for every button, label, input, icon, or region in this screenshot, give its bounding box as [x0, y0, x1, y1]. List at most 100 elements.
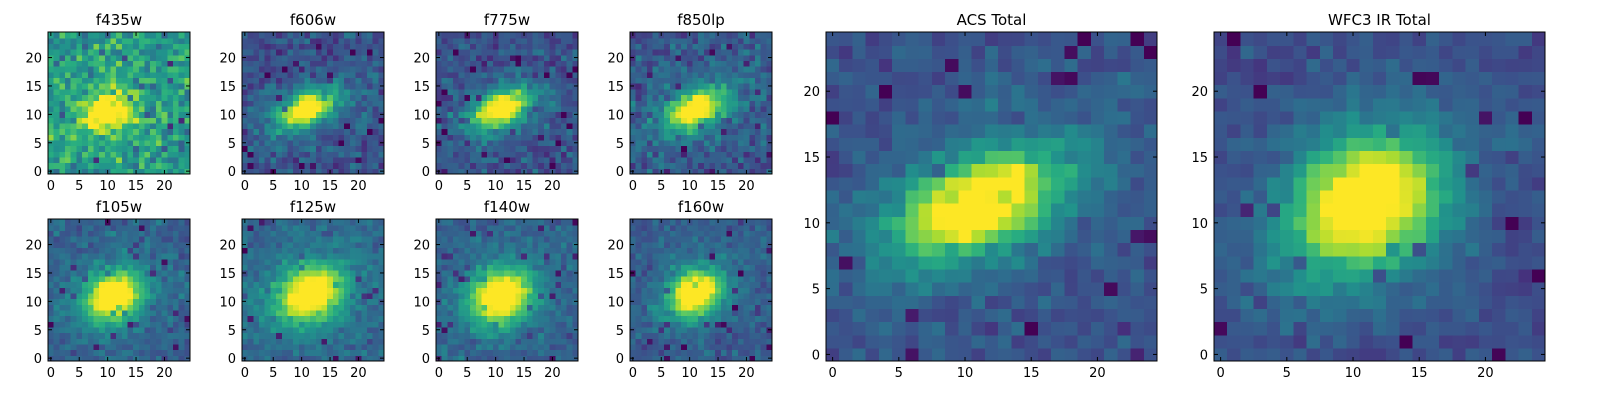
heatmap-cell [561, 321, 567, 327]
heatmap-cell [59, 276, 65, 282]
heatmap-cell [253, 94, 259, 100]
heatmap-cell [373, 338, 379, 344]
heatmap-cell [641, 344, 647, 350]
heatmap-cell [88, 112, 94, 118]
heatmap-cell [755, 60, 761, 66]
heatmap-cell [550, 276, 556, 282]
heatmap-cell [658, 163, 664, 169]
heatmap-cell [493, 338, 499, 344]
heatmap-cell [133, 304, 139, 310]
heatmap-cell [179, 66, 185, 72]
heatmap-cell [692, 129, 698, 135]
heatmap-cell [82, 236, 88, 242]
heatmap-cell [504, 281, 510, 287]
heatmap-cell [356, 344, 362, 350]
heatmap-cell [299, 310, 305, 316]
heatmap-cell [76, 146, 82, 152]
heatmap-cell [744, 55, 750, 61]
heatmap-cell [259, 49, 265, 55]
heatmap-cell [116, 310, 122, 316]
heatmap-cell [555, 151, 561, 157]
heatmap-cell [156, 163, 162, 169]
heatmap-cell [145, 293, 151, 299]
heatmap-cell [110, 106, 116, 112]
heatmap-cell [248, 129, 254, 135]
x-tick-label: 15 [128, 179, 145, 194]
heatmap-cell [681, 83, 687, 89]
heatmap-cell [93, 225, 99, 231]
heatmap-cell [327, 350, 333, 356]
heatmap-cell [544, 89, 550, 95]
heatmap-cell [105, 43, 111, 49]
heatmap-cell [516, 242, 522, 248]
heatmap-cell [304, 89, 310, 95]
heatmap-cell [76, 55, 82, 61]
heatmap-cell [476, 287, 482, 293]
heatmap-cell [715, 140, 721, 146]
heatmap-cell [179, 43, 185, 49]
heatmap-cell [248, 253, 254, 259]
heatmap-cell [162, 338, 168, 344]
heatmap-cell [567, 134, 573, 140]
heatmap-cell [162, 287, 168, 293]
heatmap-cell [738, 32, 744, 38]
x-tick-label: 10 [293, 179, 310, 194]
heatmap-cell [253, 338, 259, 344]
heatmap-cell [304, 112, 310, 118]
heatmap-cell [647, 100, 653, 106]
heatmap-cell [156, 310, 162, 316]
heatmap-cell [361, 316, 367, 322]
heatmap-cell [447, 140, 453, 146]
heatmap-cell [675, 112, 681, 118]
heatmap-cell [48, 106, 54, 112]
heatmap-cell [653, 157, 659, 163]
heatmap-cell [167, 293, 173, 299]
heatmap-cell [516, 49, 522, 55]
heatmap-cell [316, 106, 322, 112]
heatmap-cell [487, 230, 493, 236]
heatmap-cell [498, 236, 504, 242]
heatmap-cell [567, 350, 573, 356]
heatmap-cell [533, 350, 539, 356]
heatmap-cell [82, 140, 88, 146]
heatmap-cell [82, 350, 88, 356]
heatmap-cell [459, 281, 465, 287]
heatmap-cell [276, 106, 282, 112]
heatmap-cell [498, 32, 504, 38]
heatmap-cell [373, 310, 379, 316]
heatmap-cell [339, 350, 345, 356]
heatmap-cell [367, 157, 373, 163]
y-tick-label: 5 [228, 324, 236, 339]
heatmap-cell [516, 350, 522, 356]
heatmap-cell [664, 316, 670, 322]
heatmap-cell [436, 94, 442, 100]
heatmap-cell [350, 55, 356, 61]
heatmap-cell [110, 140, 116, 146]
heatmap-cell [322, 276, 328, 282]
heatmap-cell [270, 270, 276, 276]
heatmap-cell [122, 327, 128, 333]
heatmap-cell [116, 230, 122, 236]
heatmap-cell [54, 151, 60, 157]
heatmap-cell [139, 230, 145, 236]
heatmap-cell [82, 129, 88, 135]
heatmap-cell [105, 299, 111, 305]
heatmap-cell [715, 287, 721, 293]
heatmap-cells [242, 32, 385, 175]
heatmap-cell [316, 242, 322, 248]
heatmap-cell [248, 259, 254, 265]
heatmap-cell [59, 77, 65, 83]
heatmap-cell [476, 236, 482, 242]
heatmap-cell [487, 350, 493, 356]
heatmap-cell [299, 151, 305, 157]
heatmap-cell [145, 338, 151, 344]
heatmap-cell [555, 106, 561, 112]
heatmap-cell [270, 112, 276, 118]
heatmap-cell [510, 77, 516, 83]
heatmap-cell [636, 146, 642, 152]
heatmap-cell [287, 236, 293, 242]
heatmap-cell [527, 270, 533, 276]
heatmap-cell [128, 32, 134, 38]
heatmap-cell [504, 247, 510, 253]
heatmap-cell [447, 327, 453, 333]
